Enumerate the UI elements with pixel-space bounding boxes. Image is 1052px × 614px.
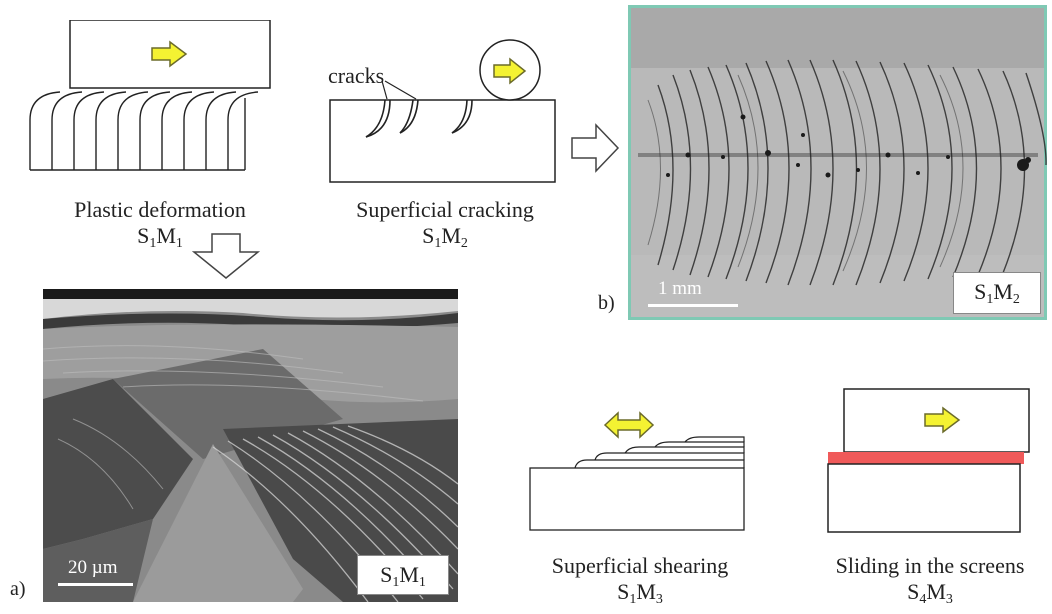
photo-b-label-box: S1M2 <box>953 272 1041 314</box>
photo-a-label-box: S1M1 <box>357 555 449 595</box>
cracks-label: cracks <box>328 63 385 88</box>
sliding-screens-caption: Sliding in the screens S4M3 <box>808 553 1052 613</box>
sheared-substrate <box>529 467 745 531</box>
motion-arrow-icon <box>924 406 961 434</box>
photo-b-scale-bar <box>648 304 738 307</box>
screen-layer <box>828 452 1024 464</box>
photo-b-scale-label: 1 mm <box>658 278 702 299</box>
motion-arrow-icon <box>151 40 188 68</box>
photo-b-letter: b) <box>598 292 615 314</box>
plastic-deformation-diagram <box>29 20 271 171</box>
superficial-shearing-diagram <box>529 411 745 531</box>
deformed-layers <box>29 91 259 171</box>
superficial-shearing-code: S1M3 <box>617 579 663 607</box>
shear-layers <box>574 436 745 469</box>
crack-pointer-lines <box>381 80 417 100</box>
crack-marks <box>365 99 473 138</box>
photo-a-micrograph <box>43 289 458 602</box>
superficial-cracking-code: S1M2 <box>422 223 468 251</box>
sliding-screens-diagram <box>827 388 1030 533</box>
photo-a-scale-bar <box>58 583 133 586</box>
center-line-debris <box>638 114 1038 178</box>
sliding-screens-code: S4M3 <box>907 579 953 607</box>
down-arrow-icon <box>192 233 261 279</box>
plastic-deformation-caption: Plastic deformation S1M1 <box>20 197 300 257</box>
double-arrow-icon <box>603 411 655 439</box>
photo-a-scale-label: 20 µm <box>68 557 118 578</box>
motion-arrow-icon <box>493 57 527 85</box>
photo-a-letter: a) <box>10 578 26 600</box>
lower-substrate <box>827 463 1021 533</box>
right-arrow-icon <box>571 123 620 173</box>
cracked-substrate <box>329 99 556 183</box>
superficial-cracking-diagram <box>329 39 556 183</box>
plastic-deformation-code: S1M1 <box>137 223 183 251</box>
superficial-shearing-caption: Superficial shearing S1M3 <box>520 553 760 613</box>
superficial-cracking-caption: Superficial cracking S1M2 <box>320 197 570 257</box>
